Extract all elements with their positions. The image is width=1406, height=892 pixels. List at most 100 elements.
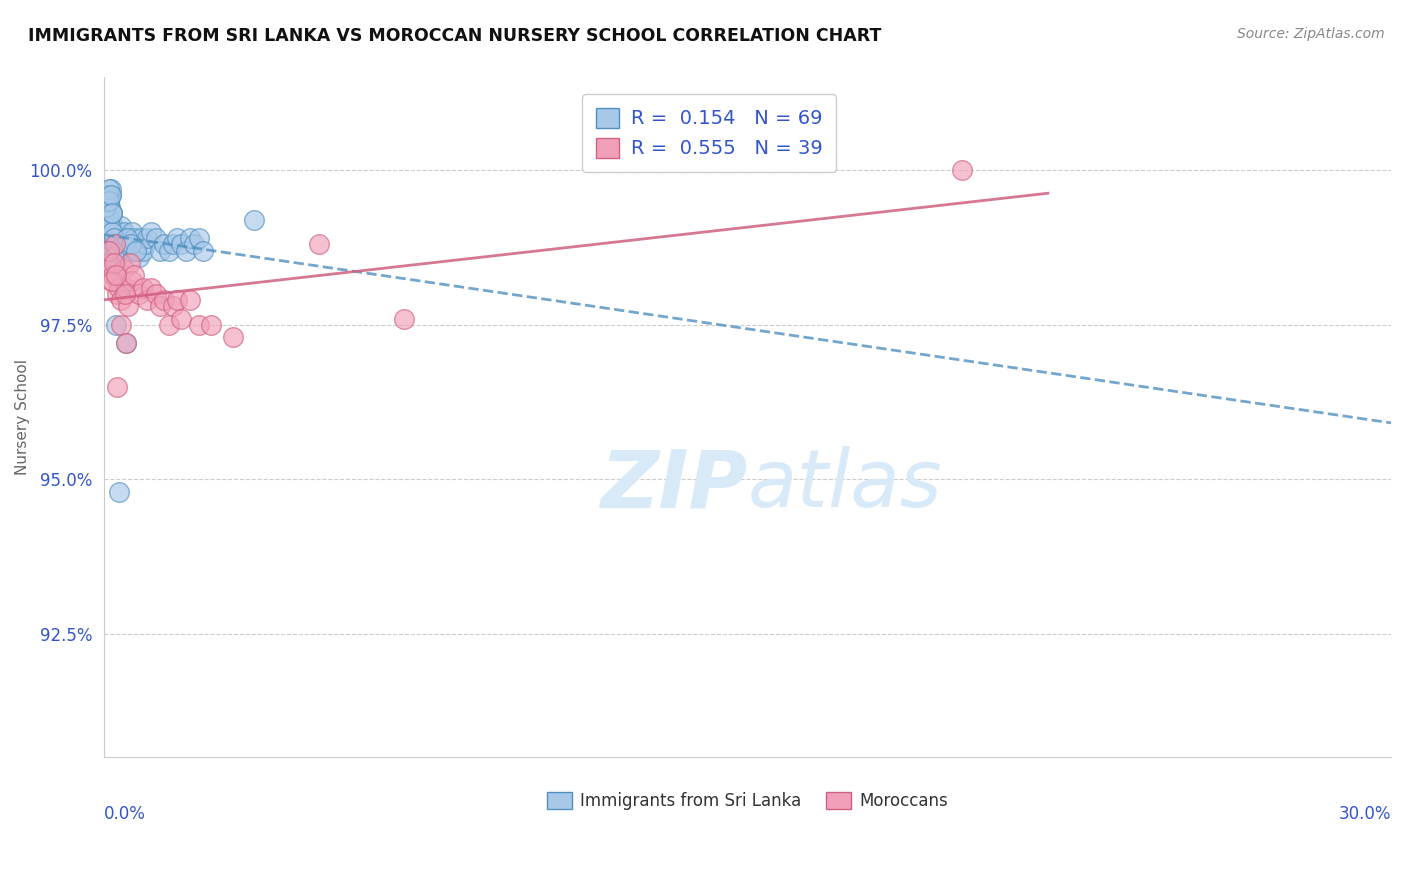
Point	[134, 237, 156, 252]
Point	[111, 250, 134, 264]
Point	[110, 293, 132, 307]
Point	[97, 256, 120, 270]
Point	[98, 244, 121, 258]
Point	[110, 237, 132, 252]
Point	[114, 286, 136, 301]
Point	[200, 318, 222, 332]
Point	[157, 244, 180, 258]
Point	[308, 237, 330, 252]
Point	[97, 187, 120, 202]
Point	[107, 244, 129, 258]
Point	[97, 187, 120, 202]
Point	[166, 293, 188, 307]
Point	[96, 212, 118, 227]
Point	[157, 318, 180, 332]
Point	[100, 182, 122, 196]
Point	[187, 318, 209, 332]
Point	[162, 299, 184, 313]
Point	[153, 293, 176, 307]
Point	[100, 187, 122, 202]
Point	[187, 231, 209, 245]
Point	[112, 225, 135, 239]
Point	[110, 219, 132, 233]
Point	[114, 237, 136, 252]
Point	[170, 311, 193, 326]
Point	[149, 244, 172, 258]
Point	[162, 237, 184, 252]
Point	[108, 280, 131, 294]
Point	[107, 225, 129, 239]
Point	[222, 330, 245, 344]
Point	[101, 225, 124, 239]
Point	[98, 200, 121, 214]
Point	[243, 212, 266, 227]
Point	[104, 318, 127, 332]
Point	[108, 244, 131, 258]
Point	[141, 225, 163, 239]
Point	[114, 280, 136, 294]
Text: ZIP: ZIP	[600, 446, 748, 524]
Point	[118, 237, 141, 252]
Point	[96, 231, 118, 245]
Point	[129, 231, 152, 245]
Point	[101, 206, 124, 220]
Point	[105, 286, 128, 301]
Point	[110, 318, 132, 332]
Y-axis label: Nursery School: Nursery School	[15, 359, 30, 475]
Point	[98, 219, 121, 233]
Point	[124, 231, 146, 245]
Text: 0.0%: 0.0%	[104, 805, 146, 823]
Point	[394, 311, 416, 326]
Point	[128, 250, 150, 264]
Point	[166, 231, 188, 245]
Point	[118, 256, 141, 270]
Point	[97, 182, 120, 196]
Point	[105, 231, 128, 245]
Point	[128, 286, 150, 301]
Point	[98, 194, 121, 208]
Point	[100, 187, 122, 202]
Point	[153, 237, 176, 252]
Point	[103, 231, 125, 245]
Point	[104, 244, 127, 258]
Point	[145, 286, 167, 301]
Point	[97, 225, 120, 239]
Point	[141, 280, 163, 294]
Point	[191, 244, 214, 258]
Point	[121, 275, 143, 289]
Point	[96, 200, 118, 214]
Text: Source: ZipAtlas.com: Source: ZipAtlas.com	[1237, 27, 1385, 41]
Point	[124, 268, 146, 283]
Point	[132, 280, 155, 294]
Text: IMMIGRANTS FROM SRI LANKA VS MOROCCAN NURSERY SCHOOL CORRELATION CHART: IMMIGRANTS FROM SRI LANKA VS MOROCCAN NU…	[28, 27, 882, 45]
Point	[103, 237, 125, 252]
Point	[101, 206, 124, 220]
Text: 30.0%: 30.0%	[1339, 805, 1391, 823]
Point	[124, 244, 146, 258]
Point	[111, 237, 134, 252]
Point	[136, 293, 159, 307]
Point	[950, 163, 973, 178]
Point	[104, 237, 127, 252]
Point	[112, 262, 135, 277]
Point	[114, 336, 136, 351]
Point	[117, 244, 139, 258]
Point	[104, 237, 127, 252]
Point	[120, 237, 142, 252]
Point	[103, 256, 125, 270]
Point	[98, 212, 121, 227]
Text: atlas: atlas	[748, 446, 942, 524]
Point	[183, 237, 205, 252]
Point	[105, 268, 128, 283]
Point	[136, 231, 159, 245]
Point	[105, 379, 128, 393]
Point	[174, 244, 197, 258]
Point	[100, 206, 122, 220]
Point	[98, 194, 121, 208]
Point	[105, 256, 128, 270]
Point	[101, 219, 124, 233]
Point	[103, 250, 125, 264]
Point	[170, 237, 193, 252]
Point	[96, 194, 118, 208]
Point	[117, 299, 139, 313]
